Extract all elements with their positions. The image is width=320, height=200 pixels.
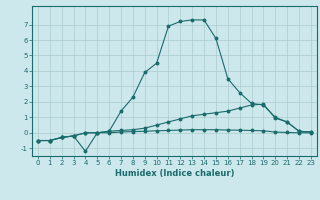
X-axis label: Humidex (Indice chaleur): Humidex (Indice chaleur) <box>115 169 234 178</box>
